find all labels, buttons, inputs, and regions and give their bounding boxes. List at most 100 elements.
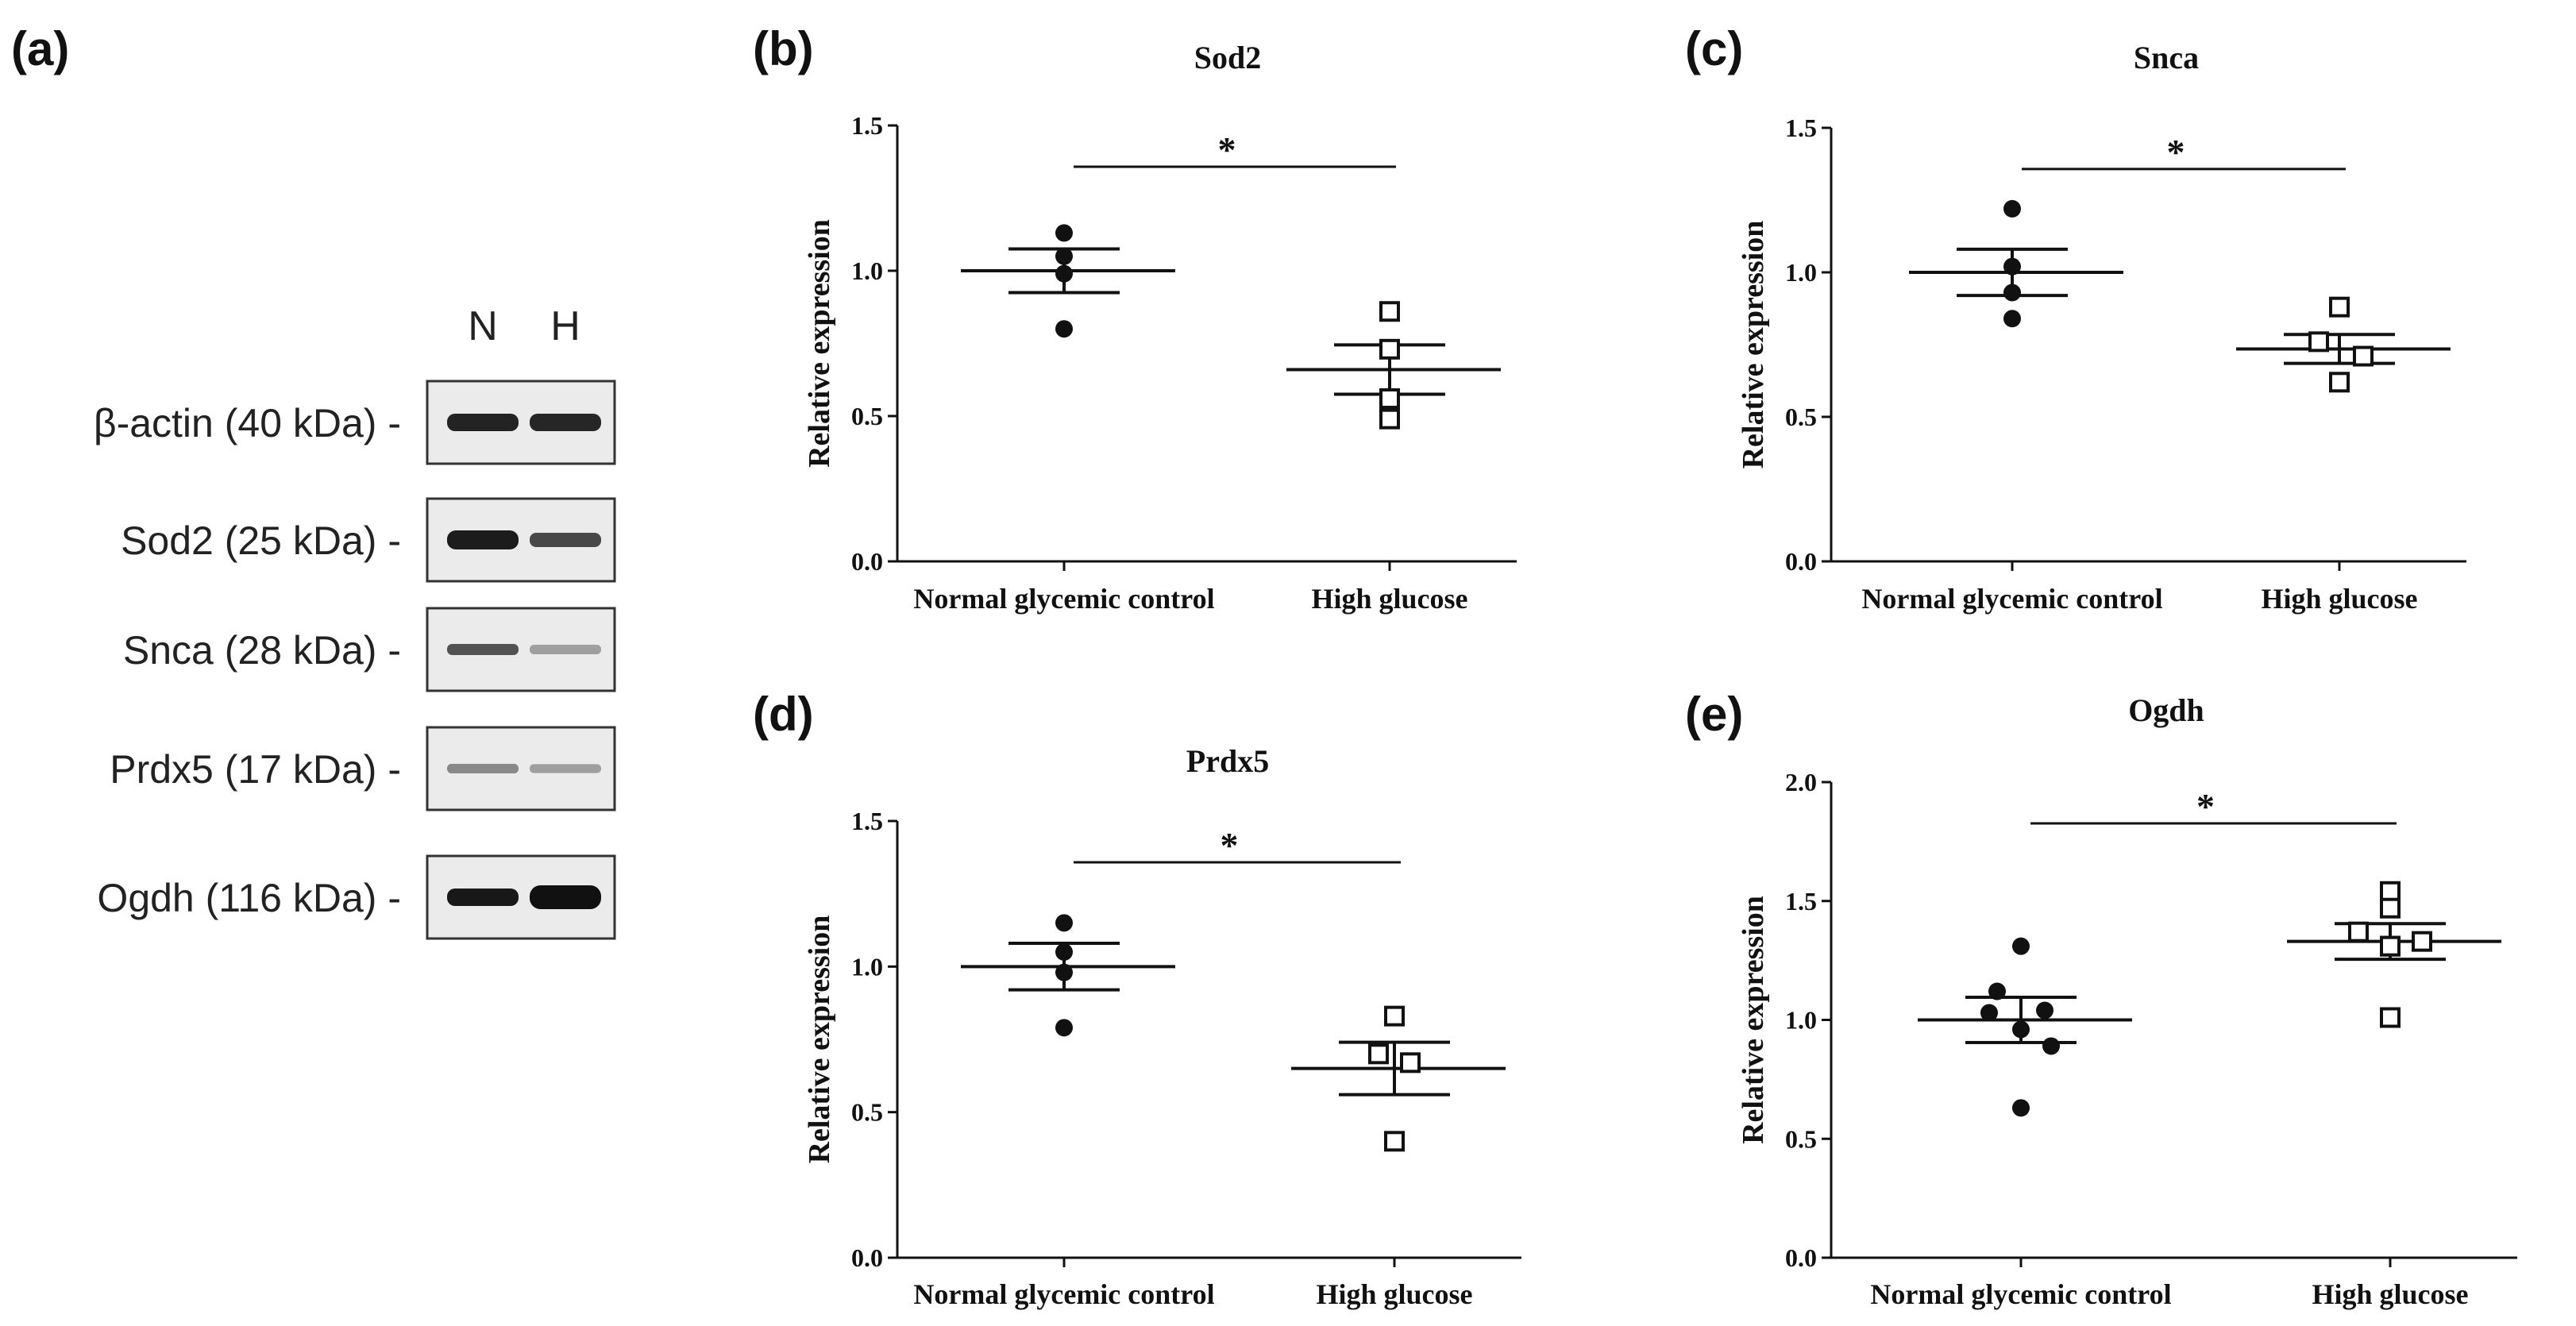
data-point-control	[1055, 914, 1073, 932]
blot-row-prdx5: Prdx5 (17 kDa) -	[110, 726, 616, 811]
data-point-high-glucose	[1368, 1043, 1389, 1065]
data-point-control	[2003, 257, 2021, 276]
significance-star: *	[1218, 129, 1236, 170]
data-point-control	[2012, 937, 2030, 955]
panel-label-d: (d)	[753, 688, 814, 741]
category-label-normal-glycemic-control: Normal glycemic control	[913, 583, 1214, 615]
data-point-control	[1055, 224, 1073, 242]
data-point-high-glucose	[1379, 388, 1400, 410]
series-high-glucose	[2236, 296, 2451, 393]
series-high-glucose	[2287, 881, 2501, 1028]
data-point-high-glucose	[2308, 331, 2329, 353]
y-tick-label: 0.0	[851, 1243, 883, 1272]
y-tick-label: 1.5	[851, 807, 883, 835]
y-axis-label: Relative expression	[803, 219, 836, 468]
blot-row-label: Snca (28 kDa) -	[123, 628, 401, 673]
lane-label-h: H	[550, 303, 580, 349]
data-point-high-glucose	[2329, 296, 2350, 318]
category-label-high-glucose: High glucose	[2312, 1278, 2468, 1310]
data-point-high-glucose	[1379, 338, 1400, 360]
data-point-control	[2003, 199, 2021, 218]
y-tick-label: 0.5	[1785, 403, 1817, 431]
chart-ogdh: (e) Ogdh 0.0 0.5 1.0 1.5 2.0 Relative expressio…	[1685, 688, 2517, 1310]
data-point-high-glucose	[1400, 1052, 1421, 1074]
chart-title: Ogdh	[2128, 692, 2204, 728]
y-tick-label: 1.0	[1785, 258, 1817, 287]
data-point-high-glucose	[2380, 897, 2401, 919]
y-tick-label: 1.0	[1785, 1006, 1817, 1035]
chart-prdx5: (d) Prdx5 0.0 0.5 1.0 1.5 Relative expression N…	[753, 688, 1521, 1310]
data-point-high-glucose	[1384, 1005, 1405, 1027]
panel-label-b: (b)	[753, 22, 814, 75]
data-point-control	[2012, 1020, 2030, 1039]
series-high-glucose	[1291, 1005, 1506, 1152]
blot-band-lane-n	[447, 414, 519, 431]
y-tick-label: 0.5	[851, 1098, 883, 1127]
blot-row-label: Sod2 (25 kDa) -	[121, 518, 401, 563]
data-point-control	[1055, 264, 1073, 283]
series-normal-glycemic-control	[1909, 199, 2123, 328]
data-point-control	[2042, 1037, 2060, 1055]
y-tick-label: 1.0	[851, 256, 883, 285]
data-point-control	[1055, 963, 1073, 981]
data-point-high-glucose	[2329, 372, 2350, 393]
blot-band-lane-n	[447, 644, 519, 655]
data-point-high-glucose	[2348, 921, 2369, 942]
data-point-control	[1055, 247, 1073, 265]
category-label-normal-glycemic-control: Normal glycemic control	[1870, 1278, 2171, 1310]
data-point-control	[1988, 982, 2006, 1000]
category-label-high-glucose: High glucose	[1316, 1278, 1472, 1310]
blot-band-lane-n	[447, 530, 519, 549]
series-high-glucose	[1286, 301, 1501, 430]
chart-title: Sod2	[1194, 40, 1262, 75]
significance-star: *	[2196, 786, 2215, 827]
data-point-control	[2012, 1099, 2030, 1117]
y-axis-label: Relative expression	[1737, 896, 1770, 1144]
data-point-high-glucose	[2412, 931, 2432, 952]
data-point-control	[1055, 320, 1073, 338]
y-tick-label: 0.0	[851, 547, 883, 576]
series-normal-glycemic-control	[961, 914, 1175, 1037]
y-tick-label: 1.5	[851, 111, 883, 140]
chart-snca: (c) Snca 0.0 0.5 1.0 1.5 Relative expression No…	[1685, 22, 2466, 615]
blot-row-snca: Snca (28 kDa) -	[123, 607, 616, 692]
blot-band-lane-h	[530, 533, 601, 547]
category-label-normal-glycemic-control: Normal glycemic control	[1861, 583, 2162, 615]
data-point-high-glucose	[1379, 408, 1400, 430]
data-point-control	[2003, 283, 2021, 302]
chart-title: Snca	[2134, 40, 2199, 75]
panel-label-e: (e)	[1685, 688, 1743, 741]
blot-band-lane-h	[530, 885, 601, 909]
data-point-control	[2003, 310, 2021, 328]
blot-row-label: Prdx5 (17 kDa) -	[110, 747, 401, 792]
blot-row-label: β-actin (40 kDa) -	[94, 401, 401, 445]
western-blot-panel: (a) N H β-actin (40 kDa) - Sod2 (25 kDa) …	[11, 22, 616, 940]
data-point-high-glucose	[2380, 935, 2401, 957]
blot-row-label: Ogdh (116 kDa) -	[97, 876, 401, 920]
y-axis-label: Relative expression	[1737, 221, 1770, 469]
y-tick-label: 1.5	[1785, 887, 1817, 915]
data-point-high-glucose	[2353, 345, 2374, 367]
y-axis-label: Relative expression	[803, 915, 836, 1164]
significance-star: *	[2167, 132, 2185, 172]
category-label-high-glucose: High glucose	[1311, 583, 1467, 615]
y-tick-label: 0.5	[851, 402, 883, 430]
data-point-high-glucose	[2380, 1007, 2401, 1028]
category-label-high-glucose: High glucose	[2261, 583, 2417, 615]
y-tick-label: 0.0	[1785, 1243, 1817, 1272]
blot-band-lane-h	[530, 764, 601, 773]
blot-row-actin: β-actin (40 kDa) -	[94, 380, 616, 465]
data-point-high-glucose	[1379, 301, 1400, 322]
data-point-control	[1055, 1019, 1073, 1037]
blot-row-ogdh: Ogdh (116 kDa) -	[97, 854, 616, 940]
blot-band-lane-n	[447, 764, 519, 773]
data-point-control	[1980, 1004, 1998, 1022]
y-tick-label: 0.0	[1785, 547, 1817, 576]
chart-title: Prdx5	[1186, 743, 1269, 779]
blot-rows: β-actin (40 kDa) - Sod2 (25 kDa) - Snca (2…	[94, 380, 616, 940]
y-tick-label: 2.0	[1785, 768, 1817, 796]
blot-band-lane-n	[447, 888, 519, 906]
data-point-control	[1055, 943, 1073, 961]
chart-sod2: (b) Sod2 0.0 0.5 1.0 1.5 Relative expression No…	[753, 22, 1517, 615]
panel-label-c: (c)	[1685, 22, 1743, 75]
